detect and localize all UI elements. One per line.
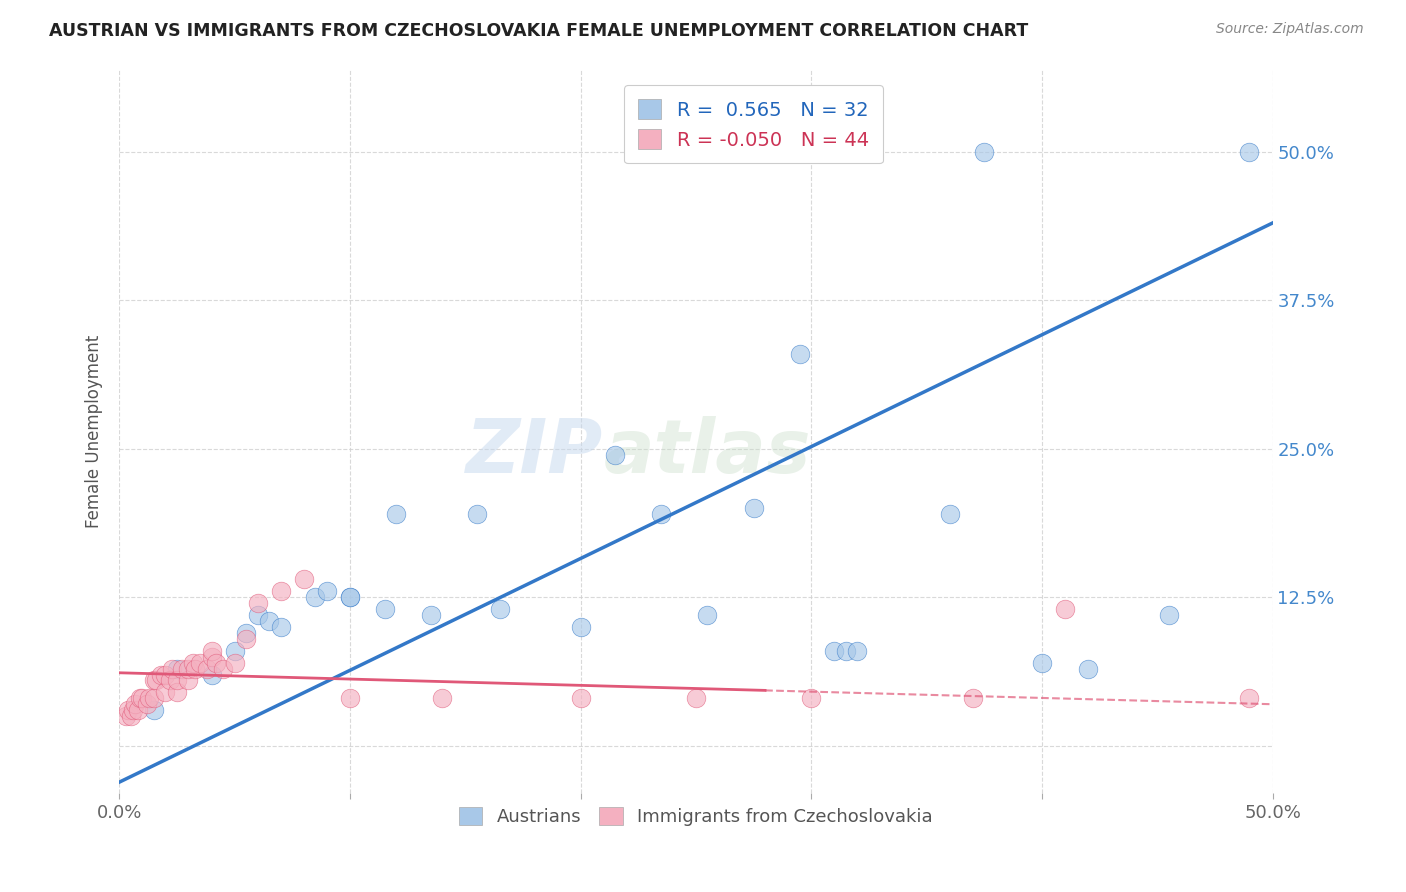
- Point: [789, 347, 811, 361]
- Point: [166, 673, 188, 688]
- Point: [339, 591, 361, 605]
- Point: [177, 662, 200, 676]
- Point: [138, 691, 160, 706]
- Point: [246, 596, 269, 610]
- Point: [385, 507, 408, 521]
- Point: [373, 602, 395, 616]
- Point: [1031, 656, 1053, 670]
- Point: [1077, 662, 1099, 676]
- Point: [304, 591, 326, 605]
- Point: [846, 644, 869, 658]
- Point: [131, 691, 153, 706]
- Text: AUSTRIAN VS IMMIGRANTS FROM CZECHOSLOVAKIA FEMALE UNEMPLOYMENT CORRELATION CHART: AUSTRIAN VS IMMIGRANTS FROM CZECHOSLOVAK…: [49, 22, 1028, 40]
- Point: [246, 608, 269, 623]
- Point: [465, 507, 488, 521]
- Point: [205, 656, 228, 670]
- Point: [166, 685, 188, 699]
- Point: [1053, 602, 1076, 616]
- Point: [835, 644, 858, 658]
- Point: [938, 507, 960, 521]
- Point: [162, 662, 184, 676]
- Point: [1239, 145, 1261, 159]
- Point: [115, 709, 138, 723]
- Point: [696, 608, 718, 623]
- Point: [200, 667, 222, 681]
- Point: [155, 667, 177, 681]
- Point: [200, 644, 222, 658]
- Point: [973, 145, 995, 159]
- Point: [224, 644, 246, 658]
- Point: [270, 620, 292, 634]
- Point: [117, 703, 139, 717]
- Point: [270, 584, 292, 599]
- Point: [122, 703, 145, 717]
- Point: [166, 662, 188, 676]
- Point: [605, 448, 627, 462]
- Point: [1239, 691, 1261, 706]
- Point: [136, 697, 159, 711]
- Point: [145, 673, 167, 688]
- Legend: Austrians, Immigrants from Czechoslovakia: Austrians, Immigrants from Czechoslovaki…: [450, 797, 942, 835]
- Point: [742, 501, 765, 516]
- Point: [142, 703, 165, 717]
- Text: atlas: atlas: [603, 417, 811, 489]
- Point: [184, 662, 207, 676]
- Point: [430, 691, 453, 706]
- Point: [800, 691, 823, 706]
- Point: [257, 614, 280, 628]
- Point: [235, 626, 257, 640]
- Point: [127, 703, 149, 717]
- Point: [212, 662, 235, 676]
- Point: [569, 691, 592, 706]
- Point: [195, 662, 218, 676]
- Point: [159, 673, 181, 688]
- Point: [1157, 608, 1180, 623]
- Point: [685, 691, 707, 706]
- Point: [181, 656, 204, 670]
- Point: [129, 691, 152, 706]
- Text: Source: ZipAtlas.com: Source: ZipAtlas.com: [1216, 22, 1364, 37]
- Point: [149, 667, 172, 681]
- Point: [200, 649, 222, 664]
- Point: [142, 673, 165, 688]
- Point: [177, 673, 200, 688]
- Point: [339, 691, 361, 706]
- Text: ZIP: ZIP: [467, 417, 603, 489]
- Point: [155, 685, 177, 699]
- Point: [962, 691, 984, 706]
- Point: [650, 507, 672, 521]
- Point: [142, 691, 165, 706]
- Point: [489, 602, 512, 616]
- Point: [235, 632, 257, 646]
- Point: [419, 608, 441, 623]
- Y-axis label: Female Unemployment: Female Unemployment: [86, 334, 103, 527]
- Point: [188, 656, 211, 670]
- Point: [339, 591, 361, 605]
- Point: [120, 709, 142, 723]
- Point: [569, 620, 592, 634]
- Point: [170, 662, 193, 676]
- Point: [292, 573, 315, 587]
- Point: [823, 644, 845, 658]
- Point: [124, 697, 146, 711]
- Point: [315, 584, 337, 599]
- Point: [224, 656, 246, 670]
